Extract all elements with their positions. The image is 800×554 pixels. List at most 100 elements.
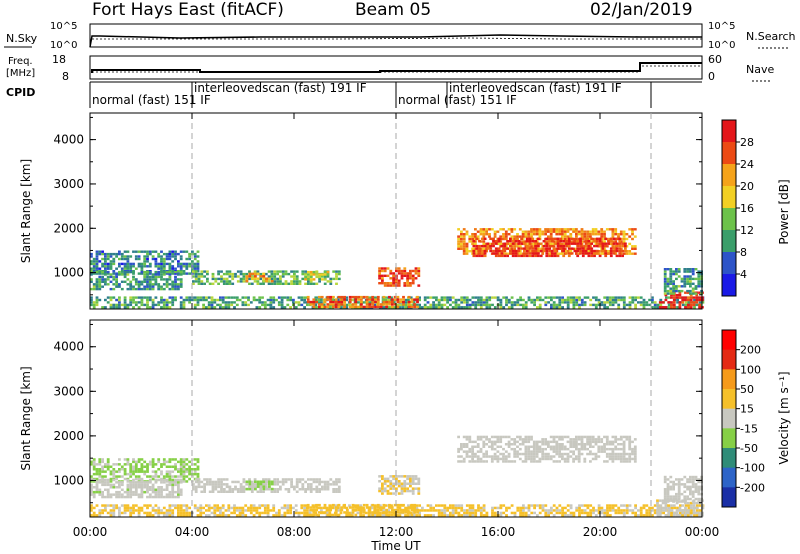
velocity-cell	[241, 514, 245, 517]
power-cell	[357, 298, 360, 301]
velocity-cell	[541, 450, 545, 453]
velocity-cell	[281, 480, 285, 484]
velocity-cell	[583, 460, 587, 463]
velocity-cell	[552, 509, 556, 512]
velocity-cell	[691, 495, 695, 498]
power-cell	[115, 306, 118, 309]
power-cell	[118, 298, 121, 302]
velocity-cell	[200, 485, 204, 489]
velocity-cell	[633, 460, 637, 463]
power-cell	[545, 252, 549, 255]
velocity-cell	[112, 470, 116, 473]
power-cell	[586, 296, 590, 299]
velocity-cell	[235, 509, 239, 512]
velocity-cell	[118, 458, 121, 461]
power-cell	[95, 267, 99, 270]
velocity-cell	[273, 478, 277, 481]
power-cell	[381, 277, 384, 280]
power-cell	[622, 252, 626, 255]
power-cell	[165, 303, 169, 307]
velocity-cell	[378, 475, 381, 478]
power-cell	[414, 269, 418, 273]
velocity-cell	[118, 511, 121, 515]
power-cell	[407, 305, 411, 309]
velocity-cell	[219, 506, 222, 510]
power-cell	[510, 303, 514, 307]
velocity-cell	[162, 481, 166, 484]
velocity-cell	[677, 485, 681, 489]
power-cell	[510, 306, 514, 309]
velocity-cell	[193, 463, 197, 466]
velocity-cell	[586, 447, 589, 451]
velocity-cell	[628, 447, 632, 451]
power-cell	[555, 230, 559, 233]
velocity-cell	[109, 480, 113, 483]
power-cell	[563, 250, 567, 253]
power-cell	[95, 265, 99, 268]
velocity-cell	[179, 463, 183, 466]
velocity-cell	[248, 487, 252, 491]
velocity-cell	[586, 452, 589, 456]
power-cell	[90, 262, 93, 266]
velocity-cell	[132, 506, 135, 510]
power-cell	[631, 301, 635, 304]
power-cell	[151, 298, 155, 302]
power-cell	[566, 301, 570, 304]
velocity-cell	[633, 457, 637, 461]
velocity-cell	[592, 511, 595, 515]
power-cell	[622, 230, 626, 233]
velocity-cell	[566, 460, 570, 463]
velocity-cell	[563, 452, 567, 456]
power-cell	[373, 303, 377, 307]
velocity-cell	[98, 509, 102, 512]
velocity-cell	[140, 506, 144, 510]
velocity-cell	[137, 475, 141, 478]
velocity-cell	[199, 509, 203, 512]
power-cell	[580, 245, 584, 248]
velocity-cell	[437, 514, 441, 517]
velocity-cell	[90, 488, 93, 491]
power-cell	[168, 252, 172, 256]
power-cell	[231, 282, 235, 285]
power-cell	[611, 303, 615, 307]
power-cell	[664, 306, 668, 309]
power-cell	[670, 303, 673, 307]
power-cell	[334, 303, 338, 306]
power-cell	[615, 247, 619, 250]
power-cell	[604, 249, 608, 253]
velocity-cell	[179, 460, 183, 464]
power-cell	[104, 273, 107, 276]
velocity-cell	[168, 495, 172, 499]
velocity-cell	[95, 481, 99, 484]
velocity-cell	[185, 480, 189, 483]
velocity-cell	[631, 450, 634, 453]
power-cell	[541, 247, 545, 250]
power-cell	[534, 254, 537, 258]
velocity-cell	[530, 457, 533, 461]
power-cell	[672, 298, 676, 302]
power-cell	[174, 278, 177, 281]
velocity-cell	[244, 514, 248, 517]
power-cell	[109, 260, 113, 263]
power-cell	[548, 254, 551, 258]
velocity-cell	[697, 485, 701, 489]
power-cell	[323, 298, 327, 301]
velocity-cell	[661, 506, 665, 510]
velocity-cell	[619, 443, 623, 446]
power-cell	[231, 277, 235, 281]
power-cell	[511, 242, 515, 245]
velocity-cell	[527, 435, 531, 439]
velocity-cell	[684, 511, 688, 515]
power-cell	[609, 240, 613, 243]
power-cell	[216, 298, 219, 302]
power-cell	[362, 295, 366, 299]
power-cell	[104, 260, 107, 263]
velocity-cell	[614, 504, 618, 507]
power-cell	[611, 245, 615, 248]
velocity-cell	[504, 443, 508, 446]
velocity-cell	[606, 509, 609, 512]
power-cell	[410, 305, 414, 309]
power-cell	[95, 285, 99, 288]
power-cell	[157, 283, 161, 286]
power-cell	[304, 282, 307, 285]
